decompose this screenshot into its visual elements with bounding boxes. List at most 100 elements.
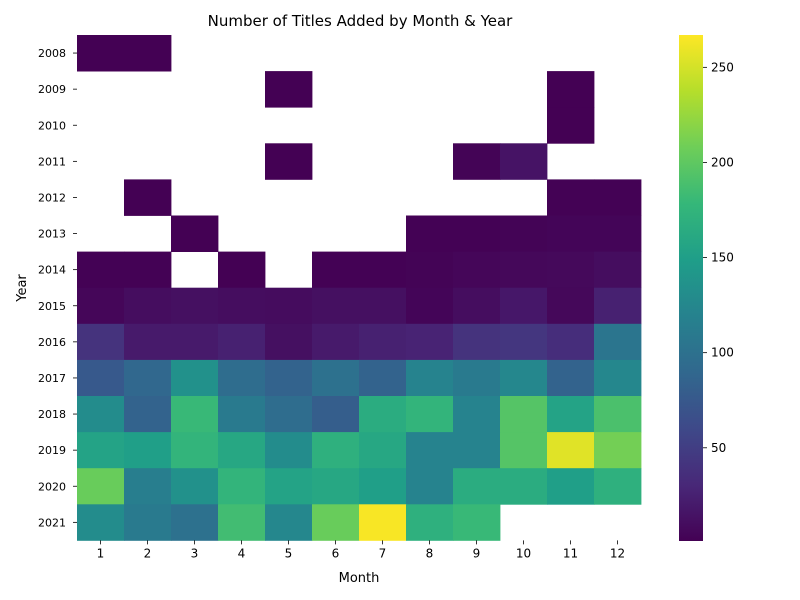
- heatmap-cell: [265, 323, 313, 361]
- heatmap-cell: [594, 432, 642, 469]
- x-tick-label: 6: [332, 546, 340, 560]
- heatmap-cell: [406, 215, 454, 252]
- y-tick-label: 2014: [38, 264, 66, 277]
- y-axis-label: Year: [15, 274, 30, 303]
- heatmap-cell: [171, 287, 219, 325]
- heatmap-cell: [500, 359, 548, 397]
- colorbar-ticks: 50 100 150 200 250: [703, 60, 734, 455]
- x-tick-label: 1: [97, 546, 105, 560]
- chart-title: Number of Titles Added by Month & Year: [208, 12, 514, 30]
- heatmap-cell: [547, 251, 595, 289]
- heatmap-cell: [594, 396, 642, 433]
- heatmap-cell: [406, 359, 454, 397]
- heatmap-cell: [312, 396, 360, 433]
- heatmap-cell: [171, 468, 219, 505]
- x-tick-label: 12: [610, 546, 625, 560]
- colorbar-tick-label: 50: [711, 441, 726, 455]
- heatmap-cell: [547, 432, 595, 469]
- heatmap-cell: [359, 432, 407, 469]
- x-axis-ticks: 1 2 3 4 5 6 7 8 9 10 11 12: [97, 540, 625, 560]
- heatmap-cell: [406, 504, 454, 541]
- heatmap-cell: [265, 396, 313, 433]
- heatmap-cell: [547, 71, 595, 108]
- heatmap-cells: [77, 35, 642, 541]
- x-axis-label: Month: [339, 571, 380, 586]
- heatmap-cell: [406, 251, 454, 289]
- heatmap-cell: [406, 323, 454, 361]
- x-tick-label: 3: [191, 546, 199, 560]
- heatmap-cell: [77, 504, 125, 541]
- heatmap-cell: [218, 359, 266, 397]
- x-tick-label: 5: [285, 546, 293, 560]
- heatmap-cell: [218, 432, 266, 469]
- colorbar-tick-label: 250: [711, 60, 734, 74]
- heatmap-cell: [77, 396, 125, 433]
- heatmap-cell: [500, 323, 548, 361]
- heatmap-cell: [547, 215, 595, 252]
- heatmap-cell: [171, 215, 219, 252]
- x-tick-label: 9: [473, 546, 481, 560]
- heatmap-cell: [359, 287, 407, 325]
- heatmap-cell: [500, 396, 548, 433]
- heatmap-cell: [406, 468, 454, 505]
- heatmap-cell: [453, 287, 501, 325]
- y-tick-label: 2008: [38, 47, 66, 60]
- heatmap-cell: [594, 179, 642, 216]
- heatmap-cell: [547, 287, 595, 325]
- heatmap-cell: [500, 287, 548, 325]
- heatmap-cell: [124, 359, 172, 397]
- heatmap-cell: [312, 504, 360, 541]
- colorbar: [679, 35, 703, 541]
- heatmap-cell: [406, 432, 454, 469]
- heatmap-cell: [124, 179, 172, 216]
- heatmap-cell: [77, 432, 125, 469]
- heatmap-cell: [312, 251, 360, 289]
- heatmap-cell: [359, 251, 407, 289]
- heatmap-cell: [594, 468, 642, 505]
- heatmap-cell: [265, 71, 313, 108]
- x-tick-label: 7: [379, 546, 387, 560]
- heatmap-cell: [171, 396, 219, 433]
- colorbar-tick-label: 100: [711, 346, 734, 360]
- heatmap-cell: [218, 323, 266, 361]
- heatmap-cell: [406, 287, 454, 325]
- y-tick-label: 2013: [38, 228, 66, 241]
- heatmap-cell: [312, 323, 360, 361]
- heatmap-cell: [594, 215, 642, 252]
- y-axis-ticks: 2008 2009 2010 2011 2012 2013 2014 2015 2016 2017…: [38, 47, 77, 529]
- y-tick-label: 2009: [38, 83, 66, 96]
- heatmap-cell: [359, 323, 407, 361]
- x-tick-label: 4: [238, 546, 246, 560]
- heatmap-cell: [77, 287, 125, 325]
- heatmap-cell: [594, 323, 642, 361]
- x-tick-label: 10: [516, 546, 531, 560]
- y-tick-label: 2010: [38, 119, 66, 132]
- heatmap-cell: [312, 432, 360, 469]
- heatmap-cell: [453, 323, 501, 361]
- heatmap-cell: [171, 323, 219, 361]
- colorbar-tick-label: 150: [711, 251, 734, 265]
- y-tick-label: 2020: [38, 480, 66, 493]
- heatmap-cell: [453, 396, 501, 433]
- heatmap-cell: [265, 468, 313, 505]
- heatmap-cell: [218, 504, 266, 541]
- heatmap-cell: [312, 359, 360, 397]
- heatmap-cell: [547, 359, 595, 397]
- heatmap-cell: [218, 468, 266, 505]
- heatmap-cell: [265, 504, 313, 541]
- heatmap-cell: [453, 143, 501, 180]
- heatmap-cell: [453, 432, 501, 469]
- heatmap-cell: [77, 359, 125, 397]
- y-tick-label: 2019: [38, 444, 66, 457]
- heatmap-cell: [453, 359, 501, 397]
- heatmap-cell: [312, 468, 360, 505]
- x-tick-label: 11: [563, 546, 578, 560]
- heatmap-cell: [547, 468, 595, 505]
- heatmap-cell: [453, 468, 501, 505]
- heatmap-cell: [124, 468, 172, 505]
- heatmap-cell: [124, 323, 172, 361]
- heatmap-cell: [124, 396, 172, 433]
- heatmap-cell: [500, 468, 548, 505]
- heatmap-cell: [218, 287, 266, 325]
